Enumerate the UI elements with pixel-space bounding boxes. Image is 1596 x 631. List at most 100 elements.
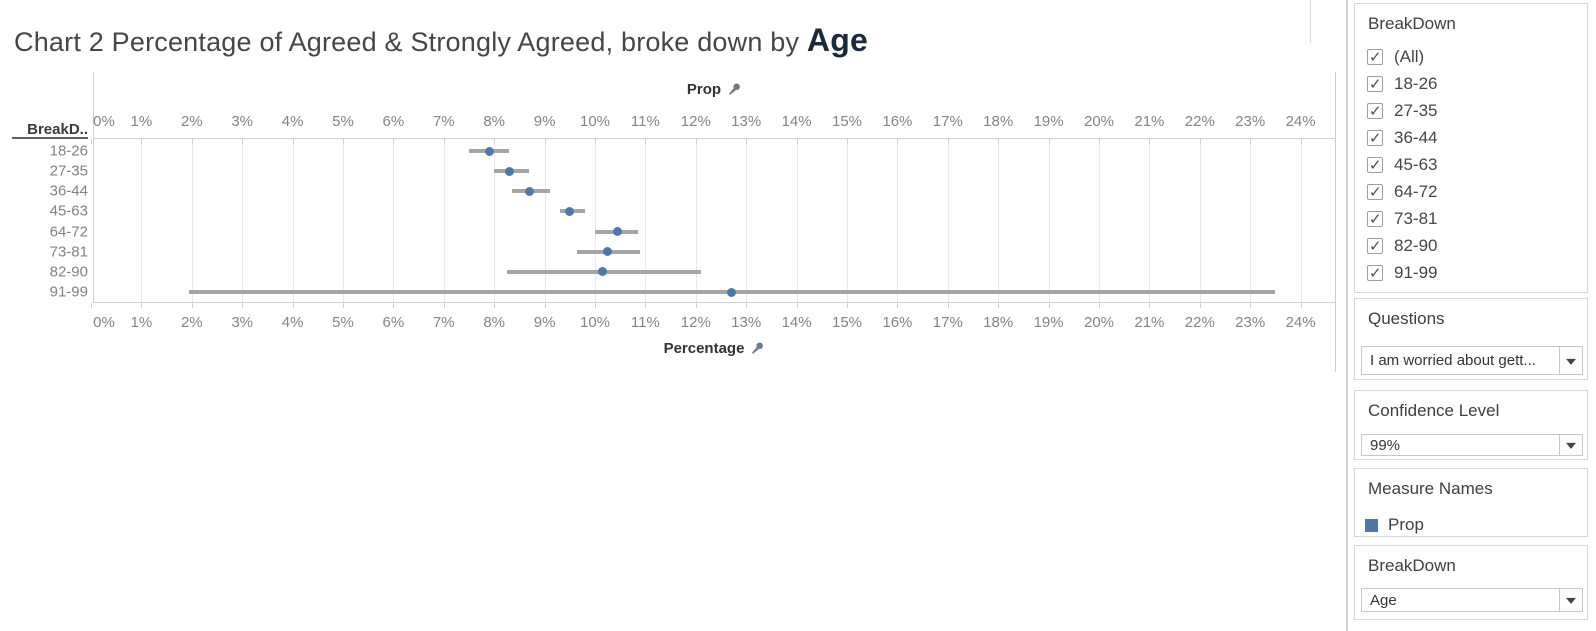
top-axis-tick-label: 7% <box>432 113 455 130</box>
top-axis-tick-label: 4% <box>281 113 304 130</box>
filter-item-91-99[interactable]: 91-99 <box>1355 259 1587 286</box>
checkbox[interactable] <box>1367 183 1383 201</box>
bottom-axis-tick-label: 2% <box>180 314 203 331</box>
top-axis-tick <box>494 139 496 144</box>
bottom-axis-title: Percentage <box>93 340 1335 357</box>
bottom-axis-tick-label: 16% <box>882 314 913 331</box>
bottom-axis-tick-label: 9% <box>533 314 556 331</box>
filter-item-27-35[interactable]: 27-35 <box>1355 97 1587 124</box>
top-axis-tick-label: 15% <box>831 113 863 130</box>
top-axis-tick <box>796 139 798 144</box>
row-label: 27-35 <box>49 162 88 180</box>
filter-item-64-72[interactable]: 64-72 <box>1355 178 1587 205</box>
gridline <box>695 139 697 302</box>
data-point[interactable] <box>613 227 623 237</box>
filter-item-45-63[interactable]: 45-63 <box>1355 151 1587 178</box>
filter-item-82-90[interactable]: 82-90 <box>1355 232 1587 259</box>
bottom-axis-tick <box>1199 303 1201 308</box>
bottom-axis-tick-label: 23% <box>1235 314 1266 331</box>
filter-item-label: 27-35 <box>1394 100 1438 120</box>
top-axis-tick <box>595 139 596 144</box>
top-axis-tick <box>443 139 445 144</box>
data-point[interactable] <box>525 186 534 196</box>
gridline <box>645 139 647 302</box>
checkbox[interactable] <box>1367 264 1383 282</box>
checkbox[interactable] <box>1367 156 1383 174</box>
data-point[interactable] <box>598 267 608 277</box>
filter-item-all[interactable]: (All) <box>1355 43 1587 70</box>
bottom-axis-tick <box>847 303 848 308</box>
bottom-axis-tick-label: 6% <box>382 314 405 331</box>
confidence-level-card: Confidence Level 99% <box>1354 390 1588 460</box>
top-axis-tick <box>393 139 395 144</box>
filter-item-73-81[interactable]: 73-81 <box>1355 205 1587 232</box>
breakdown-param-dropdown-value: Age <box>1370 591 1397 609</box>
checkbox[interactable] <box>1367 129 1383 147</box>
top-axis-tick-label: 2% <box>180 113 203 130</box>
bottom-axis-tick <box>897 303 899 308</box>
gridline <box>746 139 748 302</box>
gridline <box>343 139 344 302</box>
data-point[interactable] <box>484 146 494 156</box>
bottom-axis-tick <box>1048 303 1050 308</box>
filter-item-label: 91-99 <box>1394 262 1438 282</box>
top-axis-tick <box>897 139 899 144</box>
top-axis-tick <box>1250 139 1252 144</box>
data-point[interactable] <box>603 247 613 257</box>
gridline <box>292 139 294 302</box>
confidence-level-dropdown[interactable]: 99% <box>1361 434 1583 456</box>
filter-item-36-44[interactable]: 36-44 <box>1355 124 1587 151</box>
bottom-axis-tick <box>695 303 697 308</box>
gridline <box>141 139 143 302</box>
top-axis-tick <box>645 139 647 144</box>
breakdown-param-dropdown-button[interactable] <box>1559 589 1582 611</box>
checkbox[interactable] <box>1367 75 1383 93</box>
breakdown-param-dropdown[interactable]: Age <box>1361 588 1583 612</box>
filter-item-label: (All) <box>1394 46 1425 66</box>
bottom-axis-tick <box>191 303 193 308</box>
checkbox[interactable] <box>1367 237 1383 255</box>
gridline <box>1300 139 1302 302</box>
gridline <box>796 139 798 302</box>
data-point[interactable] <box>565 206 575 216</box>
bottom-axis-tick-label: 0% <box>93 314 115 331</box>
top-axis-tick-label: 0% <box>93 113 115 130</box>
filter-item-18-26[interactable]: 18-26 <box>1355 70 1587 97</box>
gridline <box>494 139 496 302</box>
checkbox[interactable] <box>1367 48 1383 66</box>
gridline <box>544 139 546 302</box>
gridline <box>947 139 949 302</box>
title-zone-border <box>1310 0 1311 43</box>
filter-item-label: 18-26 <box>1394 73 1438 93</box>
top-axis-tick-label: 10% <box>579 113 611 130</box>
gridline <box>847 139 848 302</box>
top-axis-line <box>93 138 1335 139</box>
data-point[interactable] <box>504 166 514 176</box>
confidence-level-dropdown-button[interactable] <box>1559 435 1582 455</box>
bottom-axis-tick <box>998 303 1000 308</box>
page-title-emphasis: Age <box>806 22 868 58</box>
bottom-axis-tick-label: 5% <box>332 314 354 331</box>
bottom-axis-tick <box>1149 303 1151 308</box>
page-title-text: Chart 2 Percentage of Agreed & Strongly … <box>14 27 807 57</box>
page-title: Chart 2 Percentage of Agreed & Strongly … <box>14 22 868 59</box>
checkbox[interactable] <box>1367 210 1383 228</box>
gridline <box>595 139 596 302</box>
filter-item-label: 82-90 <box>1394 235 1438 255</box>
questions-dropdown-button[interactable] <box>1559 347 1582 374</box>
top-axis-tick-label: 6% <box>382 113 405 130</box>
questions-dropdown[interactable]: I am worried about gett... <box>1361 346 1583 375</box>
gridline <box>1149 139 1151 302</box>
measure-names-card-title: Measure Names <box>1368 479 1493 498</box>
top-axis-tick <box>242 139 244 144</box>
top-axis-tick-label: 11% <box>630 113 660 130</box>
checkbox[interactable] <box>1367 102 1383 120</box>
pushpin-icon[interactable] <box>728 82 741 96</box>
top-axis-tick <box>1199 139 1201 144</box>
data-point[interactable] <box>726 287 736 297</box>
top-axis-tick-label: 20% <box>1083 113 1115 130</box>
pushpin-icon[interactable] <box>751 341 764 355</box>
legend-item-prop[interactable]: Prop <box>1365 515 1424 535</box>
bottom-axis-tick <box>343 303 344 308</box>
bottom-axis-tick-label: 14% <box>781 314 812 331</box>
